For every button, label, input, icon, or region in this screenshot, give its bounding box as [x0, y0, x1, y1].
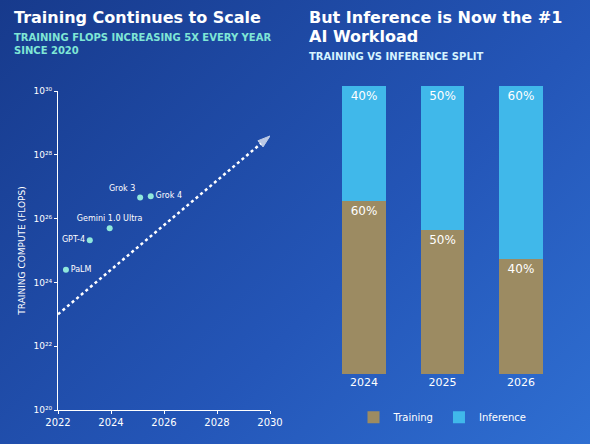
svg-text:10²⁶: 10²⁶ [34, 214, 53, 224]
svg-text:10²⁰: 10²⁰ [34, 405, 53, 415]
svg-text:50%: 50% [429, 89, 456, 103]
svg-text:2028: 2028 [204, 417, 229, 428]
html-text:AI Workload: AI Workload [309, 27, 419, 46]
svg-text:TRAINING COMPUTE (FLOPS): TRAINING COMPUTE (FLOPS) [17, 186, 27, 315]
svg-text:Gemini 1.0 Ultra: Gemini 1.0 Ultra [77, 214, 143, 223]
html-text:Training Continues to Scale: Training Continues to Scale [14, 8, 261, 27]
html-text:TRAINING VS INFERENCE SPLIT: TRAINING VS INFERENCE SPLIT [309, 51, 484, 62]
svg-text:10²⁴: 10²⁴ [34, 278, 53, 288]
svg-text:Training: Training [393, 412, 433, 423]
svg-text:60%: 60% [508, 89, 535, 103]
svg-text:10²²: 10²² [34, 341, 53, 351]
svg-text:Grok 4: Grok 4 [156, 191, 182, 200]
svg-text:10³⁰: 10³⁰ [34, 86, 53, 96]
svg-text:2024: 2024 [350, 376, 378, 389]
svg-text:10²⁸: 10²⁸ [34, 150, 53, 160]
svg-text:2022: 2022 [45, 417, 70, 428]
svg-text:2024: 2024 [98, 417, 123, 428]
svg-text:PaLM: PaLM [71, 265, 92, 274]
svg-text:60%: 60% [351, 204, 378, 218]
html-text:But Inference is Now the #1: But Inference is Now the #1 [309, 8, 563, 27]
svg-text:40%: 40% [351, 89, 378, 103]
svg-text:Inference: Inference [479, 412, 526, 423]
svg-text:50%: 50% [429, 233, 456, 247]
svg-text:2026: 2026 [151, 417, 176, 428]
svg-text:2030: 2030 [257, 417, 282, 428]
svg-text:GPT-4: GPT-4 [62, 235, 85, 244]
svg-text:40%: 40% [508, 262, 535, 276]
html-text:TRAINING FLOPS INCREASING 5X E: TRAINING FLOPS INCREASING 5X EVERY YEAR … [14, 32, 272, 56]
svg-text:2026: 2026 [507, 376, 535, 389]
svg-text:2025: 2025 [429, 376, 457, 389]
svg-text:Grok 3: Grok 3 [109, 184, 135, 193]
